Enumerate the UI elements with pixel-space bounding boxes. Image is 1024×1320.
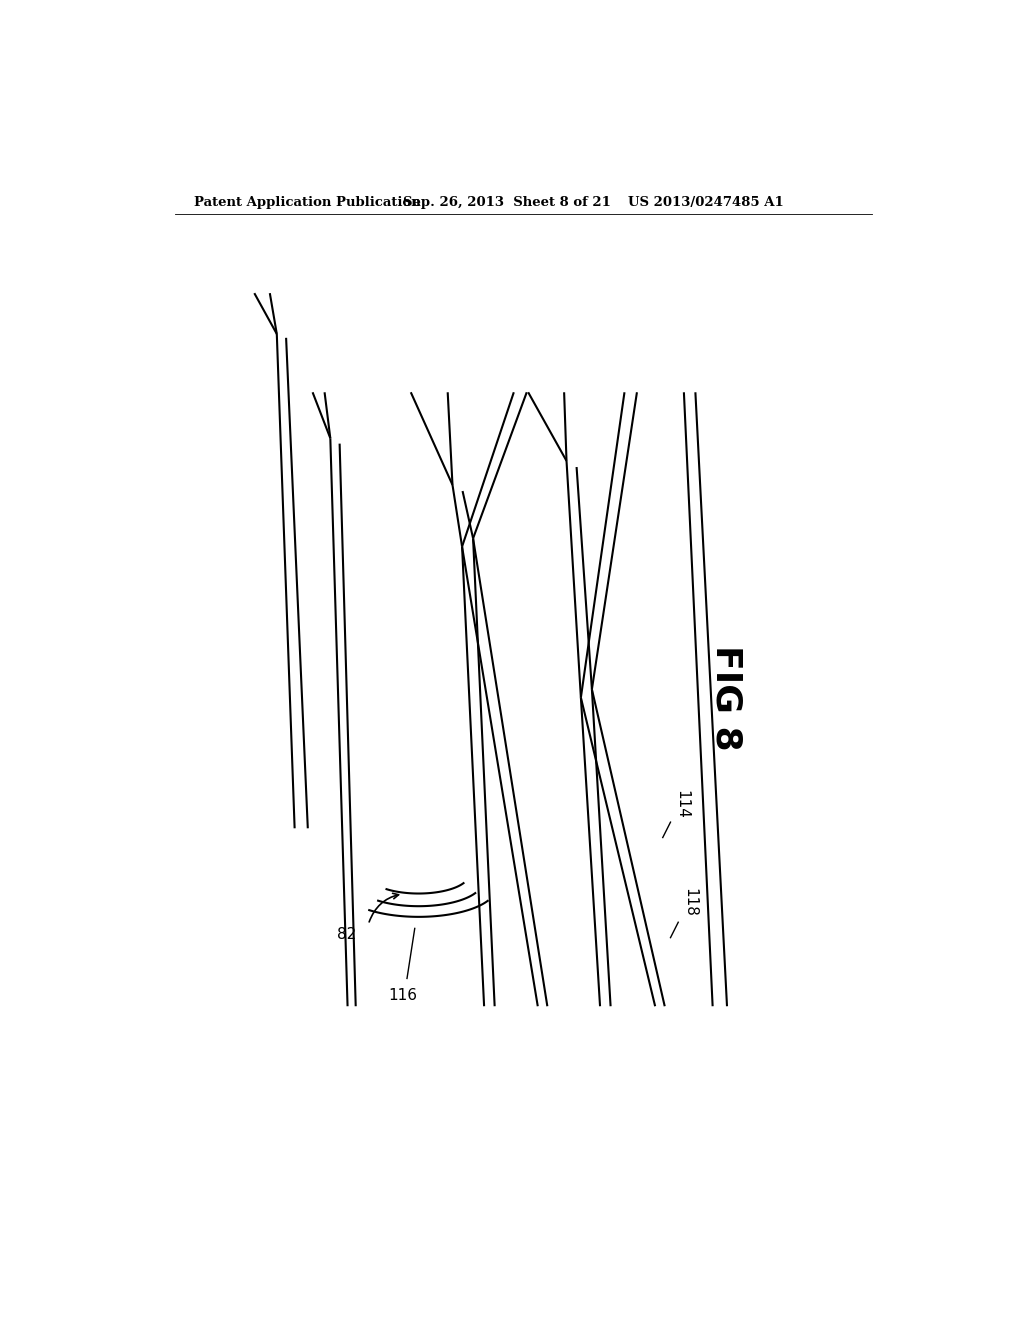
Text: 116: 116	[389, 989, 418, 1003]
Text: 118: 118	[682, 888, 697, 917]
Text: FIG 8: FIG 8	[710, 644, 743, 750]
Text: Patent Application Publication: Patent Application Publication	[194, 195, 421, 209]
Text: US 2013/0247485 A1: US 2013/0247485 A1	[628, 195, 783, 209]
Text: Sep. 26, 2013  Sheet 8 of 21: Sep. 26, 2013 Sheet 8 of 21	[403, 195, 611, 209]
Text: 82: 82	[337, 927, 356, 942]
Text: 114: 114	[675, 791, 689, 818]
